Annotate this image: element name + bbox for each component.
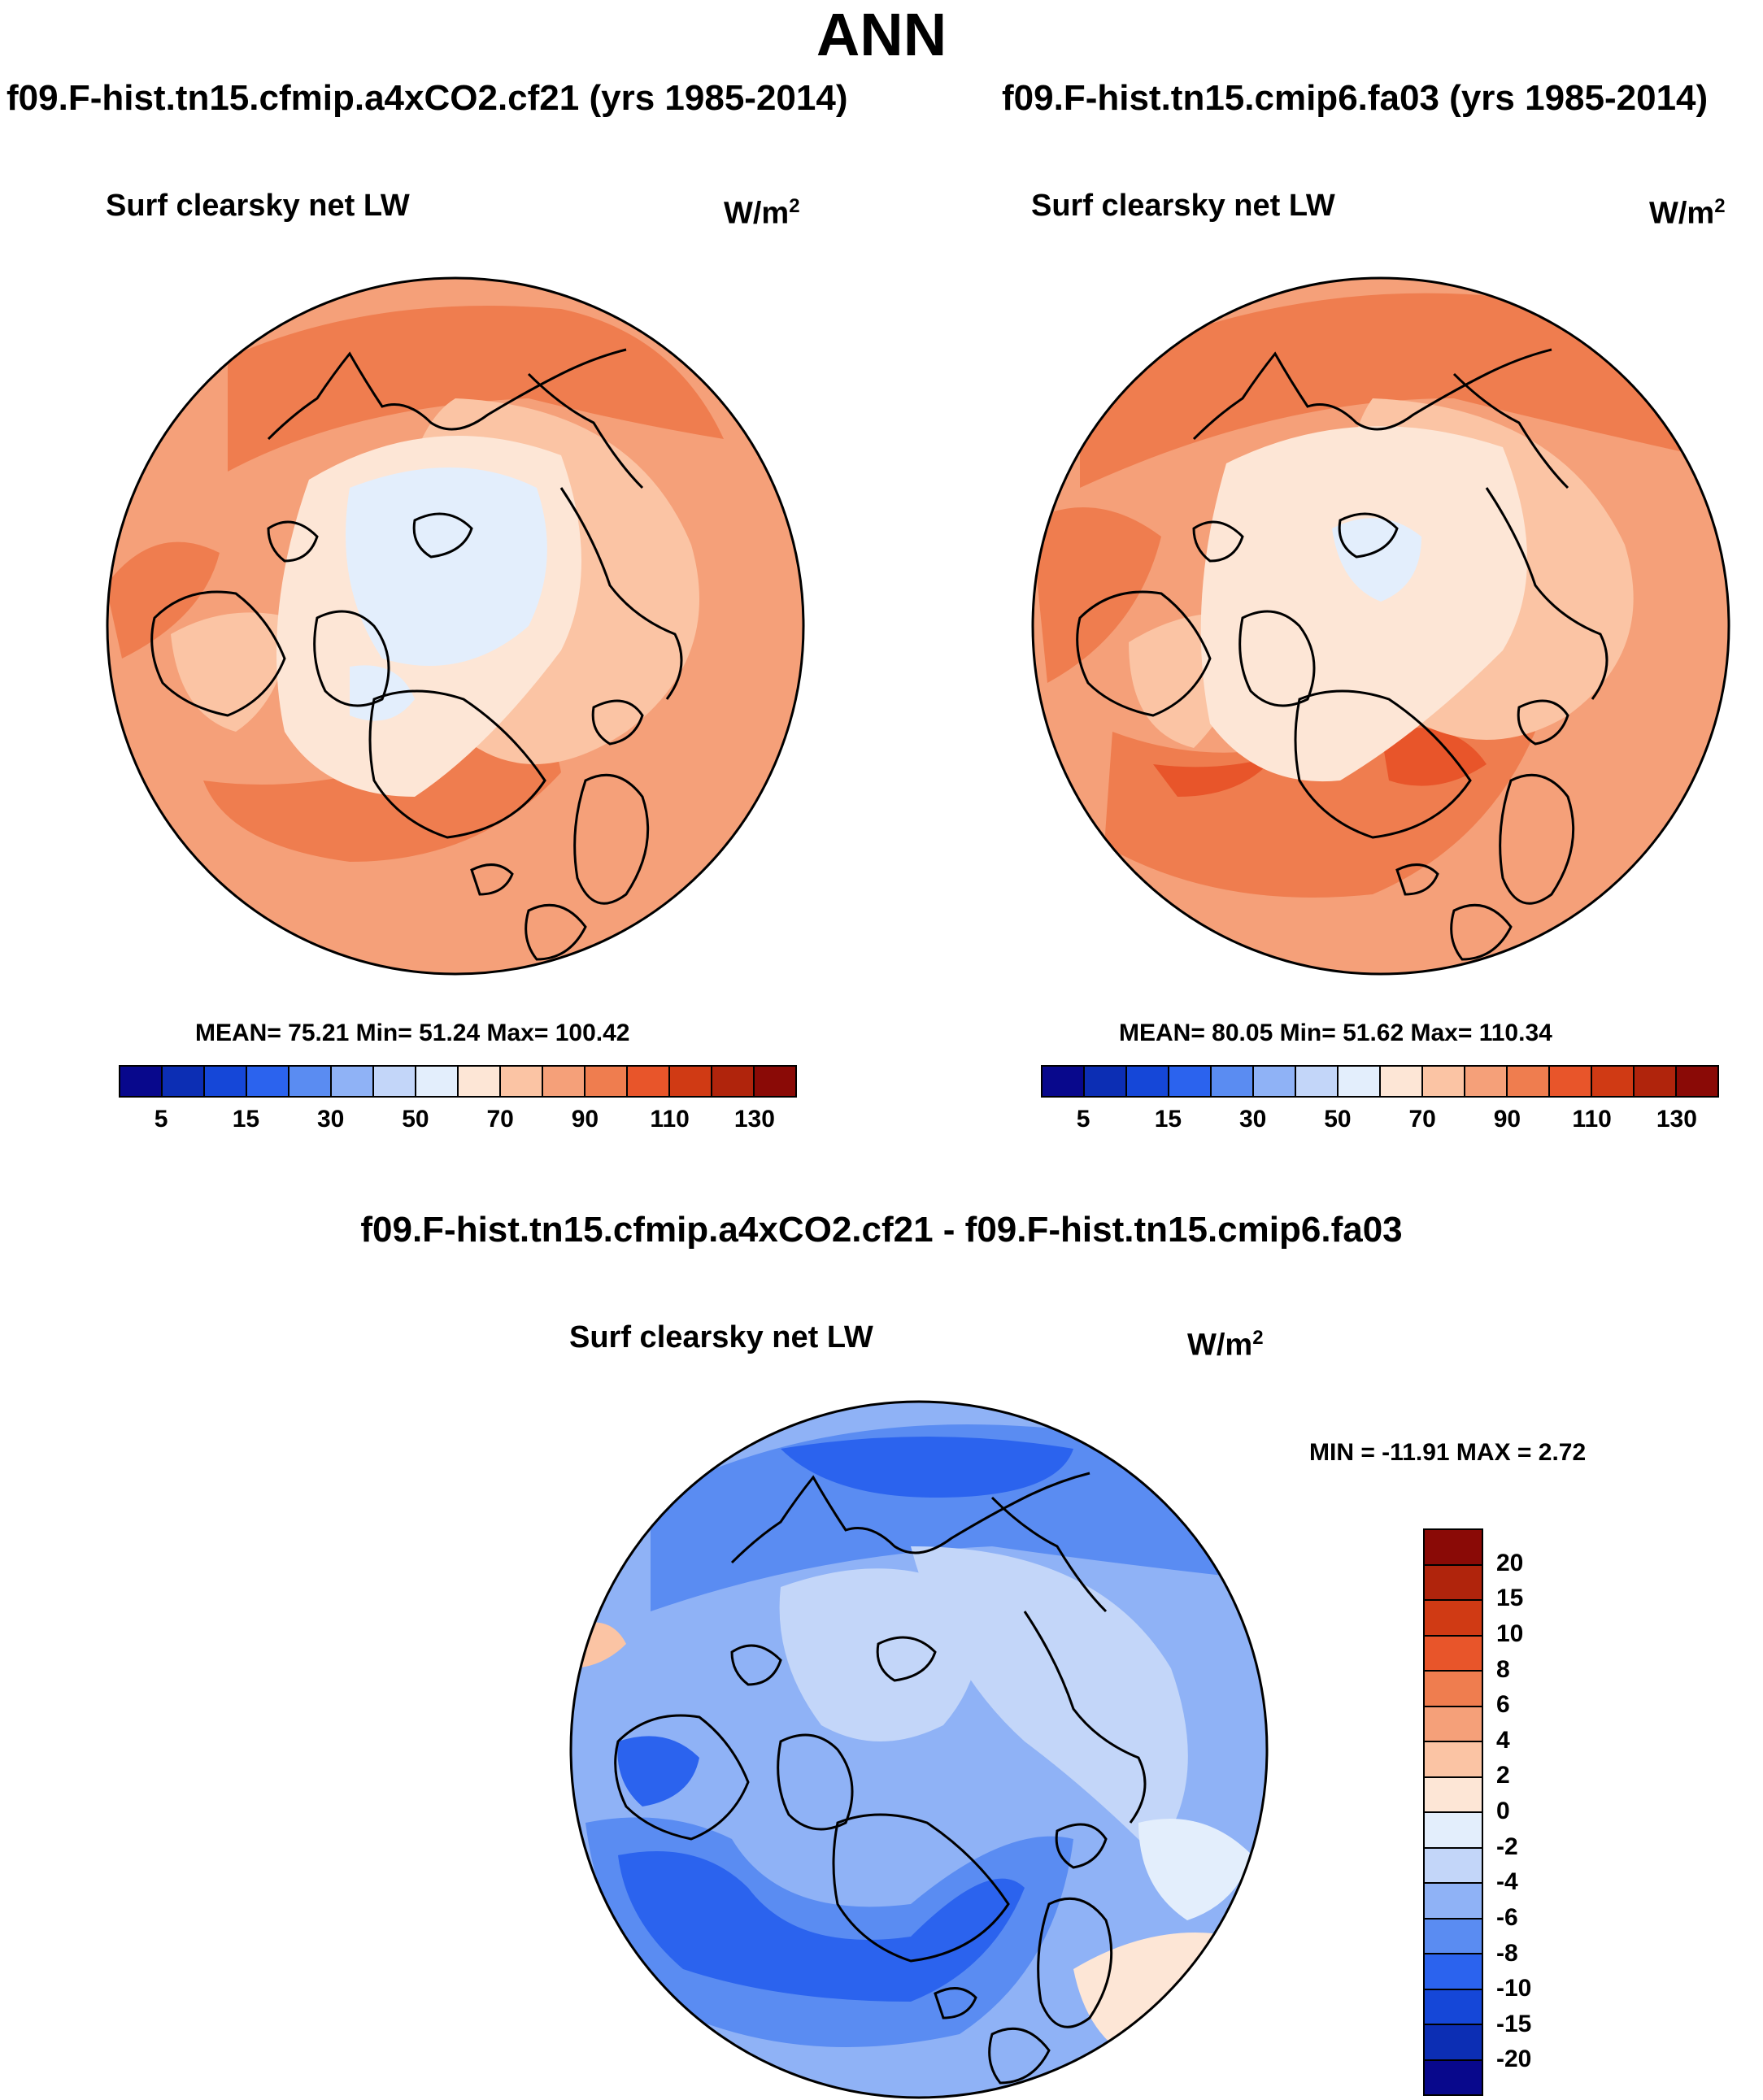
colorbar-tick-label: 10 <box>1496 1620 1524 1647</box>
colorbar-swatch <box>1635 1067 1677 1096</box>
colorbar-swatch <box>670 1067 712 1096</box>
right-units: W/m2 <box>1649 195 1726 231</box>
colorbar-tick-label: -15 <box>1496 2010 1532 2037</box>
colorbar-swatch <box>1425 1954 1482 1990</box>
colorbar-tick-label: 30 <box>1238 1106 1267 1133</box>
colorbar-swatch <box>755 1067 795 1096</box>
colorbar-tick-label: 50 <box>1324 1106 1352 1133</box>
colorbar-swatch <box>1425 1777 1482 1813</box>
colorbar-tick-label: -4 <box>1496 1868 1518 1896</box>
colorbar-swatch <box>1127 1067 1169 1096</box>
colorbar-tick-label: 130 <box>733 1106 775 1133</box>
colorbar-swatch <box>1212 1067 1254 1096</box>
colorbar-tick-label: 20 <box>1496 1549 1524 1576</box>
colorbar-tick-label: 0 <box>1496 1798 1510 1824</box>
colorbar-tick-label: -10 <box>1496 1975 1532 2002</box>
colorbar-swatch <box>1296 1067 1339 1096</box>
colorbar-swatch <box>1550 1067 1592 1096</box>
colorbar-tick-label: 50 <box>402 1106 429 1133</box>
colorbar-swatch <box>585 1067 628 1096</box>
colorbar-swatch <box>543 1067 585 1096</box>
colorbar-tick-label: -20 <box>1496 2046 1532 2073</box>
colorbar-tick-label: 5 <box>154 1106 168 1133</box>
colorbar-swatch <box>247 1067 289 1096</box>
left-variable-label: Surf clearsky net LW <box>106 189 410 223</box>
right-colorbar <box>1041 1065 1719 1098</box>
colorbar-swatch <box>1425 1530 1482 1566</box>
colorbar-swatch <box>459 1067 501 1096</box>
right-variable-label: Surf clearsky net LW <box>1031 189 1335 223</box>
colorbar-tick-label: 130 <box>1656 1106 1697 1133</box>
colorbar-tick-label: 110 <box>650 1106 690 1133</box>
colorbar-tick-label: 5 <box>1076 1106 1090 1133</box>
diff-variable-label: Surf clearsky net LW <box>569 1320 873 1354</box>
colorbar-swatch <box>1043 1067 1085 1096</box>
left-colorbar <box>119 1065 797 1098</box>
colorbar-swatch <box>332 1067 374 1096</box>
colorbar-tick-label: 70 <box>486 1106 514 1133</box>
colorbar-tick-label: 15 <box>1154 1106 1182 1133</box>
colorbar-swatch <box>1425 1989 1482 2025</box>
colorbar-tick-label: -8 <box>1496 1939 1518 1967</box>
colorbar-tick-label: 30 <box>316 1106 345 1133</box>
difference-polar-map <box>569 1400 1269 2099</box>
colorbar-swatch <box>374 1067 416 1096</box>
figure-title: ANN <box>816 1 947 68</box>
left-case-title: f09.F-hist.tn15.cfmip.a4xCO2.cf21 (yrs 1… <box>7 78 848 118</box>
colorbar-tick-label: 6 <box>1496 1691 1510 1719</box>
colorbar-swatch <box>1425 1742 1482 1778</box>
colorbar-swatch <box>1465 1067 1508 1096</box>
difference-case-title: f09.F-hist.tn15.cfmip.a4xCO2.cf21 - f09.… <box>360 1210 1403 1250</box>
colorbar-swatch <box>1425 2060 1482 2094</box>
colorbar-swatch <box>1677 1067 1717 1096</box>
colorbar-swatch <box>1508 1067 1550 1096</box>
right-case-title: f09.F-hist.tn15.cmip6.fa03 (yrs 1985-201… <box>1002 78 1709 118</box>
colorbar-tick-label: 70 <box>1408 1106 1436 1133</box>
colorbar-swatch <box>1423 1067 1465 1096</box>
left-polar-map <box>106 276 805 976</box>
colorbar-swatch <box>1425 1672 1482 1707</box>
diff-stats: MIN = -11.91 MAX = 2.72 <box>1309 1439 1587 1466</box>
colorbar-tick-label: -2 <box>1496 1833 1518 1860</box>
colorbar-swatch <box>163 1067 205 1096</box>
colorbar-swatch <box>1425 1707 1482 1742</box>
colorbar-tick-label: 90 <box>1493 1106 1521 1133</box>
colorbar-swatch <box>1425 1601 1482 1637</box>
colorbar-swatch <box>712 1067 755 1096</box>
colorbar-tick-label: -6 <box>1496 1903 1518 1931</box>
colorbar-tick-label: 2 <box>1496 1762 1510 1789</box>
colorbar-swatch <box>120 1067 163 1096</box>
colorbar-swatch <box>1169 1067 1212 1096</box>
diff-units: W/m2 <box>1187 1327 1264 1363</box>
colorbar-swatch <box>1425 1884 1482 1920</box>
colorbar-swatch <box>1425 1813 1482 1849</box>
colorbar-swatch <box>1425 1919 1482 1954</box>
colorbar-tick-label: 15 <box>1496 1585 1524 1612</box>
colorbar-swatch <box>416 1067 459 1096</box>
colorbar-swatch <box>1254 1067 1296 1096</box>
colorbar-tick-label: 4 <box>1496 1726 1510 1754</box>
colorbar-swatch <box>628 1067 670 1096</box>
colorbar-swatch <box>1381 1067 1423 1096</box>
colorbar-tick-label: 15 <box>232 1106 260 1133</box>
colorbar-swatch <box>1425 2025 1482 2061</box>
colorbar-tick-label: 8 <box>1496 1655 1510 1683</box>
colorbar-swatch <box>1425 1848 1482 1884</box>
colorbar-tick-label: 90 <box>571 1106 599 1133</box>
right-polar-map <box>1031 276 1730 976</box>
colorbar-swatch <box>1592 1067 1635 1096</box>
colorbar-swatch <box>1339 1067 1381 1096</box>
colorbar-swatch <box>1425 1565 1482 1601</box>
colorbar-swatch <box>1085 1067 1127 1096</box>
right-stats: MEAN= 80.05 Min= 51.62 Max= 110.34 <box>1119 1020 1552 1046</box>
colorbar-swatch <box>205 1067 247 1096</box>
colorbar-tick-label: 110 <box>1572 1106 1612 1133</box>
diff-colorbar <box>1423 1528 1483 2096</box>
left-units: W/m2 <box>724 195 800 231</box>
colorbar-swatch <box>1425 1636 1482 1672</box>
left-stats: MEAN= 75.21 Min= 51.24 Max= 100.42 <box>195 1020 630 1046</box>
colorbar-swatch <box>501 1067 543 1096</box>
colorbar-swatch <box>289 1067 332 1096</box>
